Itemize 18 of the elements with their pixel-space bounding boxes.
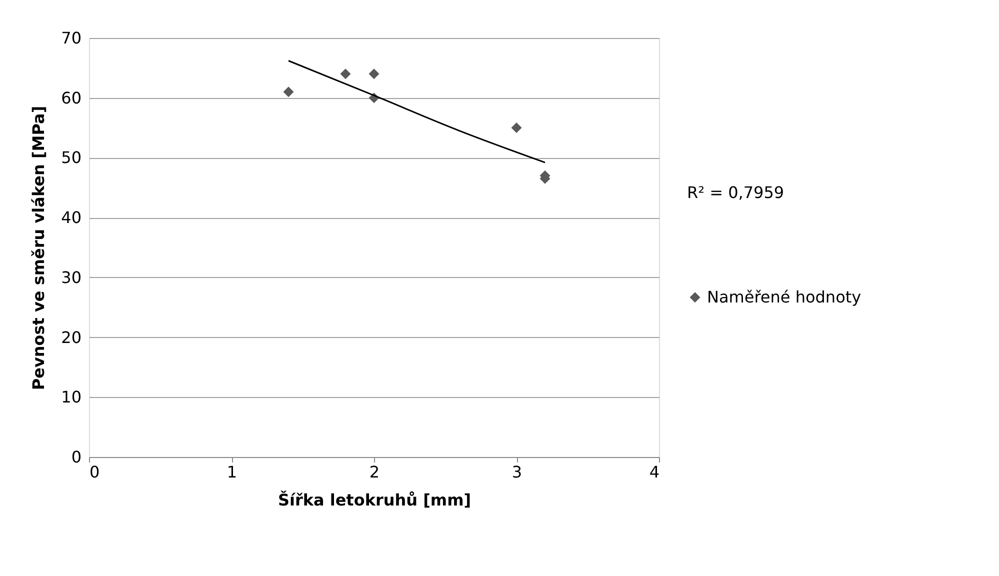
x-tick-label: 0: [90, 462, 100, 482]
x-tick-label: 1: [226, 462, 238, 482]
y-tick-label: 60: [61, 88, 82, 108]
y-tick-label: 0: [71, 448, 82, 466]
y-tick-label: 20: [61, 328, 82, 347]
text: R² = 0,7959: [687, 183, 784, 202]
legend-label: Naměřené hodnoty: [707, 287, 862, 306]
y-tick-label: 10: [61, 388, 82, 407]
line-series: [288, 60, 546, 164]
x-tick-label: 2: [369, 462, 380, 482]
y-tick-label: 70: [61, 28, 82, 48]
y-tick-label: 30: [61, 268, 82, 287]
y-tick-label: 50: [61, 148, 82, 168]
x-axis-title: Šířka letokruhů [mm]: [278, 490, 472, 510]
x-tick-label: 4: [649, 462, 660, 482]
x-tick-label: 3: [512, 462, 522, 482]
y-tick-label: 40: [61, 208, 82, 228]
y-axis-title: Pevnost ve směru vláken [MPa]: [29, 106, 48, 390]
